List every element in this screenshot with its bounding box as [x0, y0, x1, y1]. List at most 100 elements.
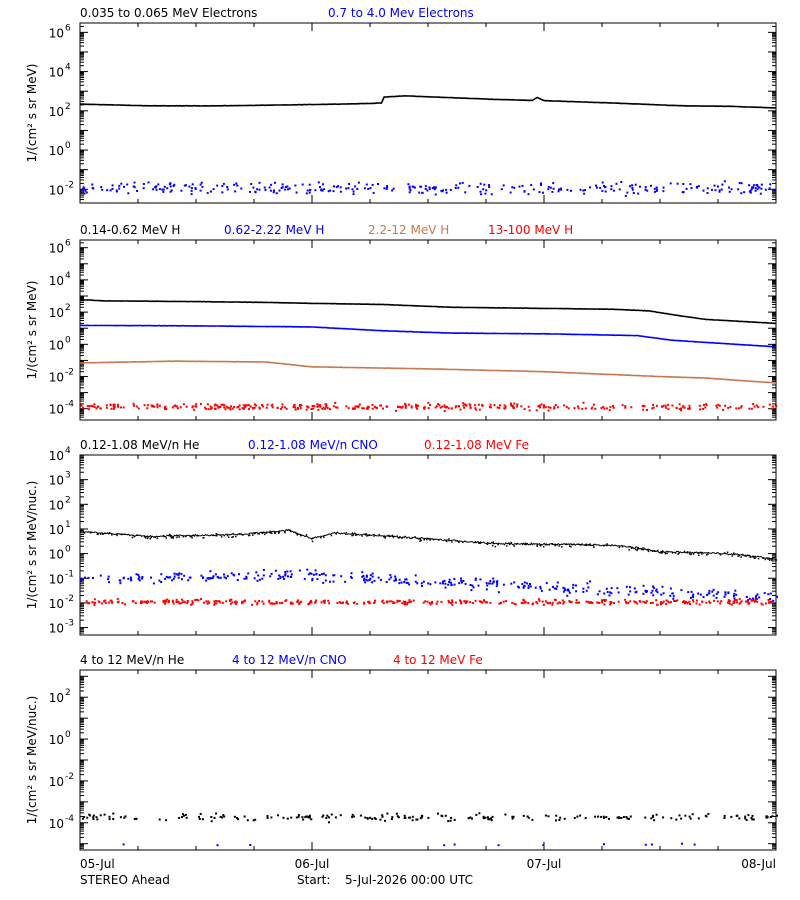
data-point	[462, 580, 465, 582]
data-point	[115, 190, 118, 193]
data-point	[741, 553, 744, 556]
data-point	[727, 406, 730, 409]
y-tick-exponent: -2	[65, 594, 74, 604]
data-point	[278, 532, 280, 534]
data-point	[700, 551, 702, 554]
data-point	[511, 186, 514, 189]
data-point	[599, 186, 602, 189]
data-point	[266, 403, 269, 406]
y-tick-label: 10	[49, 523, 64, 537]
data-point	[185, 405, 188, 408]
data-point	[451, 541, 453, 543]
data-point	[285, 599, 288, 602]
data-point	[241, 407, 244, 410]
data-point	[468, 184, 471, 187]
data-point	[575, 599, 578, 602]
data-point	[603, 599, 606, 601]
data-point	[294, 406, 296, 409]
data-point	[374, 406, 377, 409]
data-point	[705, 601, 708, 604]
data-point	[118, 187, 121, 190]
data-point	[340, 575, 343, 578]
data-point	[182, 814, 185, 817]
y-axis-label: 1/(cm² s sr MeV/nuc.)	[25, 696, 39, 825]
y-axis-label: 1/(cm² s sr MeV/nuc.)	[25, 481, 39, 610]
data-point	[553, 407, 556, 410]
data-point	[717, 591, 720, 594]
data-point	[740, 182, 743, 185]
data-point	[543, 405, 546, 407]
data-point	[286, 529, 289, 531]
data-point	[434, 193, 437, 196]
data-point	[653, 819, 656, 822]
data-point	[578, 601, 581, 604]
data-point	[286, 188, 289, 191]
data-point	[229, 598, 232, 601]
data-point	[740, 192, 743, 195]
data-point	[336, 406, 339, 409]
data-point	[153, 601, 156, 604]
data-point	[705, 404, 708, 407]
data-point	[697, 592, 700, 595]
data-point	[762, 557, 764, 559]
data-point	[233, 405, 236, 408]
data-point	[275, 602, 278, 605]
data-point	[154, 536, 156, 538]
data-point	[407, 403, 410, 406]
data-point	[281, 406, 284, 409]
data-point	[112, 407, 115, 410]
data-point	[486, 601, 488, 604]
data-point	[642, 584, 645, 587]
data-point	[432, 538, 435, 541]
data-point	[650, 184, 652, 187]
data-point	[411, 815, 414, 818]
data-point	[633, 600, 636, 603]
data-point	[391, 816, 394, 819]
data-point	[216, 600, 219, 603]
data-point	[243, 577, 246, 580]
data-point	[206, 191, 209, 194]
data-point	[181, 816, 183, 819]
data-point	[458, 405, 460, 408]
data-point	[171, 406, 174, 409]
data-point	[660, 593, 663, 596]
data-point	[143, 404, 146, 407]
data-point	[213, 404, 216, 407]
y-tick-label: 10	[49, 183, 64, 197]
series-2	[79, 324, 777, 348]
data-point	[213, 603, 216, 606]
data-point	[546, 543, 548, 546]
data-point	[322, 814, 325, 817]
data-point	[234, 190, 237, 193]
data-point	[226, 406, 229, 409]
data-point	[310, 572, 313, 575]
data-point	[312, 537, 314, 539]
data-point	[439, 406, 442, 409]
data-point	[405, 603, 408, 606]
data-point	[355, 405, 358, 408]
data-point	[655, 813, 658, 816]
data-point	[556, 585, 559, 588]
data-point	[553, 405, 556, 408]
data-point	[505, 545, 508, 547]
data-point	[397, 406, 399, 409]
y-tick-exponent: 2	[65, 495, 71, 505]
data-point	[419, 540, 421, 542]
data-point	[576, 405, 579, 408]
data-point	[466, 600, 469, 603]
data-point	[95, 407, 98, 410]
data-point	[745, 819, 748, 821]
data-point	[208, 577, 211, 580]
data-point	[350, 572, 353, 575]
data-point	[369, 574, 372, 577]
data-point	[283, 406, 286, 409]
data-point	[107, 575, 110, 578]
data-point	[642, 408, 645, 411]
y-tick-label: 10	[49, 371, 64, 385]
data-point	[584, 817, 587, 820]
data-point	[719, 602, 722, 605]
data-point	[763, 592, 766, 595]
data-point	[261, 532, 264, 535]
